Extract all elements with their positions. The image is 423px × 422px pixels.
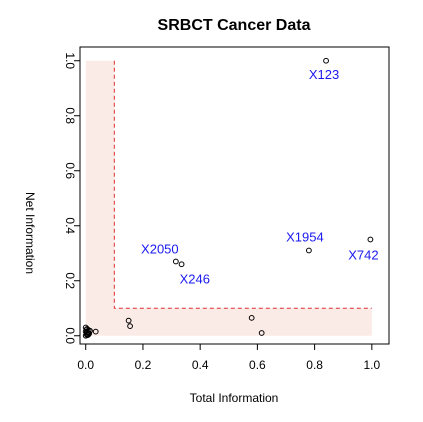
data-point <box>127 323 133 330</box>
y-axis-label: Net Information <box>23 192 37 274</box>
y-tick-label: 0.2 <box>63 272 77 289</box>
data-point <box>92 328 99 335</box>
threshold-line <box>113 60 372 309</box>
point-label: X123 <box>309 67 339 82</box>
data-point <box>367 236 374 243</box>
threshold-region-fill <box>85 60 372 336</box>
axes: 0.0 0.2 0.4 0.6 0.8 1.0 0.0 0.2 0.4 0.6 0.8 1.0 <box>63 46 390 372</box>
y-tick-label: 0.4 <box>63 217 77 234</box>
x-tick-label: 0.4 <box>192 358 209 372</box>
y-tick-label: 1.0 <box>63 52 77 69</box>
data-point <box>323 57 329 64</box>
data-point <box>248 314 255 321</box>
x-tick-label: 0.8 <box>306 358 323 372</box>
point-label: X742 <box>348 248 378 263</box>
data-points <box>82 57 374 339</box>
y-tick-label: 0.6 <box>63 162 77 179</box>
y-tick-label: 0.0 <box>63 327 77 344</box>
data-point <box>305 247 312 254</box>
data-point <box>172 258 179 265</box>
data-point <box>83 329 90 336</box>
x-tick-label: 0.0 <box>77 358 94 372</box>
x-tick-label: 0.2 <box>135 358 152 372</box>
plot-box <box>79 46 390 345</box>
data-point <box>178 261 185 268</box>
threshold-region <box>85 60 372 336</box>
data-point <box>125 317 132 324</box>
data-point <box>83 326 90 333</box>
y-tick-label: 0.8 <box>63 107 77 124</box>
x-tick-label: 0.6 <box>249 358 266 372</box>
x-axis-label: Total Information <box>190 391 279 405</box>
data-point <box>258 330 265 336</box>
point-label: X246 <box>180 271 210 286</box>
point-label: X2050 <box>141 242 179 257</box>
point-label: X1954 <box>286 230 324 245</box>
x-tick-label: 1.0 <box>363 358 380 372</box>
chart-title: SRBCT Cancer Data <box>158 17 311 34</box>
